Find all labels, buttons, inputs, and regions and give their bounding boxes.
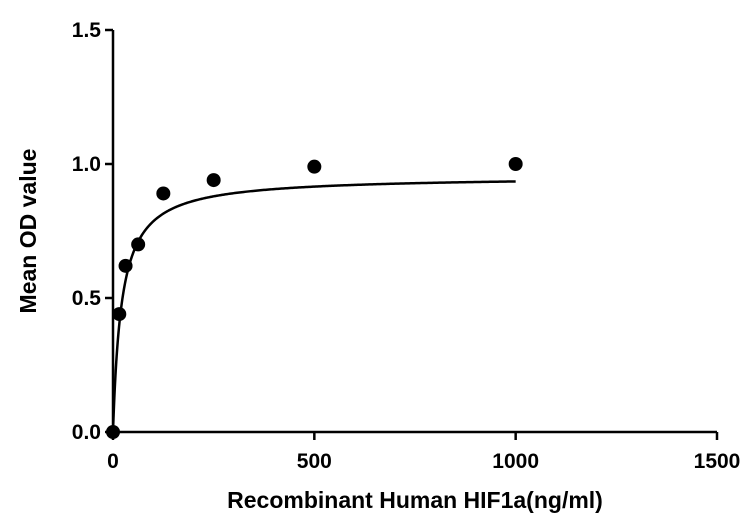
y-axis-ticks: 0.0 0.5 1.0 1.5 [72, 19, 113, 444]
data-point [118, 258, 133, 273]
fit-curve [111, 180, 516, 432]
y-tick-label: 0.0 [72, 421, 101, 444]
data-points [106, 157, 523, 439]
data-point [156, 186, 171, 201]
x-axis-ticks: 0 500 1000 1500 [107, 432, 740, 473]
data-point [131, 237, 146, 252]
y-tick-label: 1.0 [72, 153, 101, 176]
x-axis-title: Recombinant Human HIF1a(ng/ml) [227, 487, 603, 513]
data-point [206, 173, 221, 188]
data-point [112, 307, 127, 322]
x-tick-label: 0 [107, 450, 119, 473]
data-point [307, 159, 322, 174]
data-point [508, 157, 523, 171]
y-tick-label: 1.5 [72, 19, 102, 42]
y-axis-title: Mean OD value [15, 149, 41, 314]
data-point [106, 425, 120, 439]
y-axis: 0.0 0.5 1.0 1.5 [72, 19, 115, 444]
y-tick-label: 0.5 [72, 287, 102, 310]
x-tick-label: 500 [297, 450, 332, 473]
x-tick-label: 1000 [492, 450, 539, 473]
x-tick-label: 1500 [694, 450, 741, 473]
x-axis: 0 500 1000 1500 [107, 430, 740, 473]
